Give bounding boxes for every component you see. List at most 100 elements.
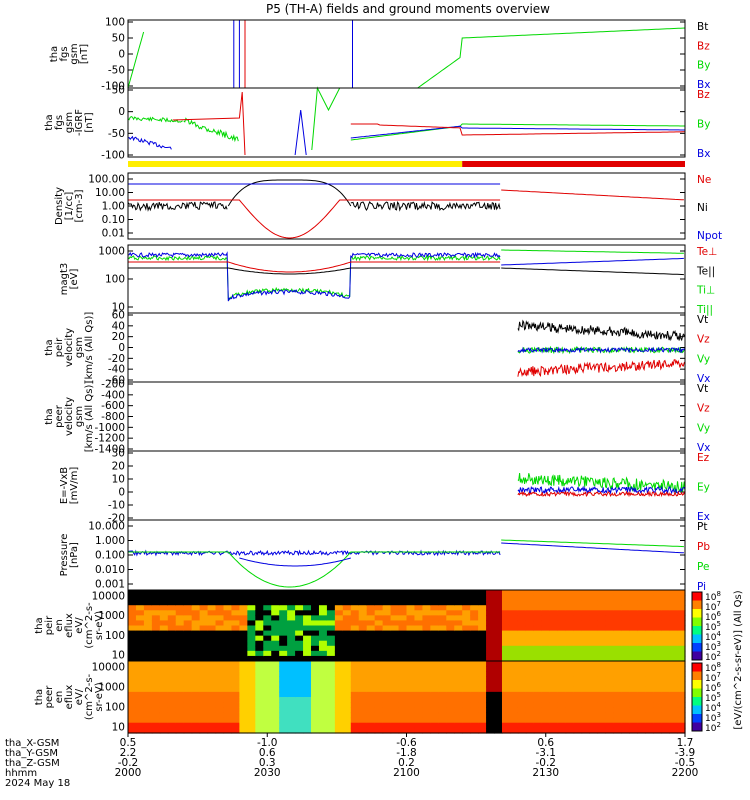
- spectrogram-cell: [159, 650, 169, 657]
- spectrogram-cell: [406, 610, 416, 616]
- spectrogram-cell: [342, 590, 352, 596]
- spectrogram-cell: [525, 697, 535, 703]
- spectrogram-cell: [374, 676, 384, 683]
- spectrogram-cell: [159, 600, 169, 606]
- spectrogram-cell: [525, 600, 535, 606]
- spectrogram-cell: [263, 615, 272, 622]
- spectrogram-cell: [334, 666, 344, 672]
- spectrogram-cell: [525, 666, 535, 672]
- spectrogram-cell: [629, 676, 638, 683]
- spectrogram-cell: [669, 600, 678, 606]
- spectrogram-cell: [589, 697, 599, 703]
- spectrogram-cell: [589, 671, 599, 678]
- spectrogram-cell: [446, 590, 455, 596]
- spectrogram-cell: [199, 620, 209, 627]
- spectrogram-cell: [326, 615, 336, 622]
- spectrogram-cell: [358, 590, 368, 596]
- spectrogram-cell: [597, 666, 607, 672]
- spectrogram-cell: [398, 676, 408, 683]
- legend-vz: Vz: [697, 403, 710, 415]
- y-axis-label-line: tha: [49, 46, 60, 62]
- spectrogram-cell: [430, 645, 439, 652]
- spectrogram-cell: [517, 691, 527, 698]
- spectrogram-cell: [366, 691, 376, 698]
- spectrogram-cell: [358, 691, 368, 698]
- spectrogram-cell: [151, 635, 161, 642]
- spectrogram-cell: [470, 630, 479, 637]
- spectrogram-cell: [557, 640, 567, 647]
- spectrogram-cell: [358, 727, 368, 734]
- spectrogram-cell: [135, 717, 145, 724]
- spectrogram-cell: [533, 666, 543, 672]
- spectrogram-cell: [398, 712, 408, 719]
- spectrogram-cell: [223, 666, 233, 672]
- spectrogram-cell: [151, 681, 161, 688]
- spectrogram-cell: [621, 605, 630, 611]
- x-tick-label: 2000: [115, 767, 142, 779]
- spectrogram-cell: [247, 630, 256, 637]
- spectrogram-cell: [263, 625, 272, 632]
- spectrogram-cell: [629, 722, 638, 729]
- spectrogram-cell: [318, 605, 328, 611]
- spectrogram-cell: [223, 697, 233, 703]
- spectrogram-cell: [645, 697, 654, 703]
- spectrogram-cell: [295, 600, 304, 606]
- spectrogram-cell: [486, 605, 495, 611]
- spectrogram-cell: [677, 722, 686, 729]
- spectrogram-cell: [406, 600, 416, 606]
- spectrogram-cell: [446, 610, 455, 616]
- y-tick-label: -40: [108, 364, 125, 376]
- spectrogram-cell: [438, 697, 447, 703]
- spectrogram-cell: [303, 727, 312, 734]
- spectrogram-cell: [637, 671, 646, 678]
- spectrogram-cell: [318, 681, 328, 688]
- spectrogram-cell: [661, 676, 670, 683]
- spectrogram-cell: [645, 717, 654, 724]
- spectrogram-cell: [326, 686, 336, 693]
- legend-pi: Pi: [697, 581, 706, 593]
- spectrogram-cell: [581, 635, 591, 642]
- spectrogram-cell: [167, 676, 177, 683]
- spectrogram-cell: [143, 676, 153, 683]
- spectrogram-cell: [597, 615, 607, 622]
- spectrogram-cell: [263, 722, 272, 729]
- spectrogram-cell: [406, 717, 416, 724]
- spectrogram-cell: [183, 676, 193, 683]
- spectrogram-cell: [247, 661, 256, 667]
- spectrogram-cell: [287, 650, 296, 657]
- spectrogram-cell: [303, 650, 312, 657]
- spectrogram-cell: [454, 595, 463, 601]
- spectrogram-cell: [597, 610, 607, 616]
- spectrogram-cell: [143, 702, 153, 708]
- spectrogram-cell: [629, 671, 638, 678]
- spectrogram-cell: [478, 610, 487, 616]
- spectrogram-cell: [350, 605, 360, 611]
- spectrogram-cell: [374, 630, 384, 637]
- spectrogram-cell: [366, 717, 376, 724]
- spectrogram-cell: [430, 661, 439, 667]
- spectrogram-cell: [295, 681, 304, 688]
- spectrogram-cell: [311, 620, 320, 627]
- spectrogram-cell: [501, 605, 511, 611]
- spectrogram-cell: [677, 590, 686, 596]
- spectrogram-cell: [263, 600, 272, 606]
- spectrogram-cell: [438, 635, 447, 642]
- spectrogram-cell: [438, 640, 447, 647]
- spectrogram-cell: [382, 590, 392, 596]
- spectrogram-cell: [565, 681, 575, 688]
- spectrogram-cell: [271, 707, 280, 714]
- spectrogram-cell: [398, 655, 408, 662]
- spectrogram-cell: [128, 635, 137, 642]
- spectrogram-cell: [597, 625, 607, 632]
- spectrogram-cell: [199, 610, 209, 616]
- spectrogram-cell: [175, 655, 185, 662]
- spectrogram-cell: [557, 712, 567, 719]
- spectrogram-cell: [128, 681, 137, 688]
- spectrogram-cell: [334, 600, 344, 606]
- spectrogram-cell: [247, 671, 256, 678]
- spectrogram-cell: [605, 671, 614, 678]
- spectrogram-cell: [661, 650, 670, 657]
- spectrogram-cell: [151, 676, 161, 683]
- spectrogram-cell: [462, 595, 471, 601]
- spectrogram-cell: [175, 610, 185, 616]
